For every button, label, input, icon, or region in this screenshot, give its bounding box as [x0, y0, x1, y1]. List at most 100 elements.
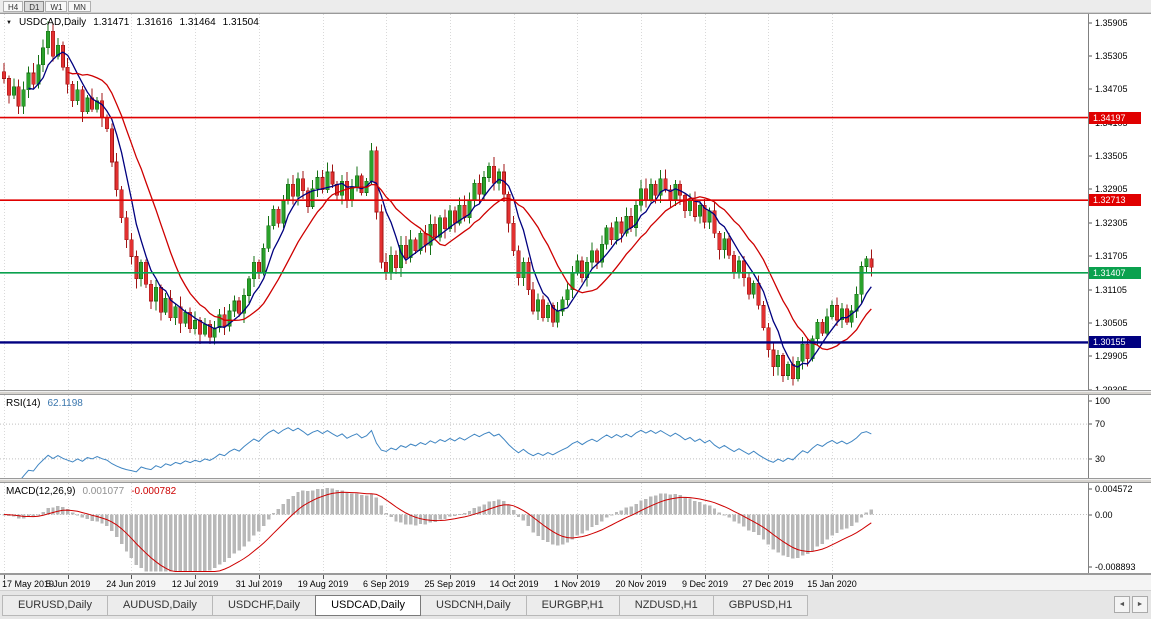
price-axis-tickmark: [1089, 289, 1092, 291]
price-axis-tickmark: [1089, 389, 1092, 390]
rsi-panel[interactable]: RSI(14) 62.1198 100 70 30: [0, 394, 1151, 479]
price-axis-tickmark: [1089, 355, 1092, 357]
rsi-axis[interactable]: 100 70 30: [1088, 395, 1151, 478]
quote-close: 1.31504: [222, 17, 259, 28]
time-axis-tickmark: [768, 575, 769, 579]
chart-tab-audusd[interactable]: AUDUSD,Daily: [106, 595, 213, 616]
macd-title: MACD(12,26,9) 0.001077 -0.000782: [6, 486, 176, 497]
rsi-axis-label: 70: [1095, 419, 1106, 430]
chart-tabs: EURUSD,Daily AUDUSD,Daily USDCHF,Daily USDC…: [2, 595, 809, 616]
rsi-axis-tickmark: [1089, 458, 1092, 460]
quote-open: 1.31471: [93, 17, 130, 28]
chart-symbol-label: USDCAD,Daily: [18, 17, 87, 28]
tab-scroll-controls: ◄ ►: [1114, 596, 1148, 613]
rsi-line: [21, 427, 872, 478]
macd-axis-label: 0.004572: [1095, 484, 1133, 494]
time-axis-tickmark: [4, 575, 5, 579]
time-axis-tickmark: [577, 575, 578, 579]
rsi-axis-tickmark: [1089, 400, 1092, 402]
price-axis-label: 1.33505: [1095, 151, 1128, 162]
period-button-w1[interactable]: W1: [45, 0, 68, 12]
macd-axis-label: 0.00: [1095, 509, 1113, 520]
price-axis-label: 1.32305: [1095, 217, 1128, 228]
price-axis-label: 1.29305: [1095, 384, 1128, 391]
time-axis-label: 19 Aug 2019: [297, 579, 349, 589]
price-axis-label: 1.31105: [1095, 284, 1127, 295]
quote-low: 1.31464: [179, 17, 216, 28]
time-axis-tickmark: [832, 575, 833, 579]
period-button-mn[interactable]: MN: [68, 0, 91, 12]
time-axis-label: 9 Dec 2019: [681, 579, 729, 589]
chart-tab-usdchf[interactable]: USDCHF,Daily: [211, 595, 317, 616]
time-axis-label: 20 Nov 2019: [615, 579, 667, 589]
price-line-badge: 1.32713: [1089, 194, 1141, 207]
grid-lines: [4, 14, 833, 390]
panel-splitter[interactable]: [0, 479, 1151, 482]
rsi-indicator-label: RSI(14): [6, 398, 41, 409]
price-axis-label: 1.32905: [1095, 184, 1128, 195]
time-axis[interactable]: 17 May 2019 5 Jun 2019 24 Jun 2019 12 Jul 2…: [0, 574, 1151, 591]
panel-splitter[interactable]: [0, 391, 1151, 394]
macd-axis-tickmark: [1089, 566, 1092, 568]
chart-title: ▼ USDCAD,Daily 1.31471 1.31616 1.31464 1…: [6, 17, 259, 28]
price-axis-tickmark: [1089, 155, 1092, 157]
rsi-axis-label: 30: [1095, 453, 1106, 464]
time-axis-tickmark: [641, 575, 642, 579]
price-line-badge: 1.31407: [1089, 266, 1141, 279]
time-axis-label: 24 Jun 2019: [106, 579, 156, 589]
rsi-title: RSI(14) 62.1198: [6, 398, 83, 409]
time-axis-label: 1 Nov 2019: [553, 579, 601, 589]
chart-tab-gbpusd[interactable]: GBPUSD,H1: [712, 595, 809, 616]
chart-tab-usdcad[interactable]: USDCAD,Daily: [315, 595, 422, 616]
price-axis[interactable]: 1.359051.353051.347051.341051.335051.329…: [1088, 14, 1151, 390]
price-axis-label: 1.30505: [1095, 317, 1128, 328]
period-button-d1[interactable]: D1: [24, 0, 45, 12]
macd-axis[interactable]: 0.004572 0.00 -0.008893: [1088, 483, 1151, 573]
scroll-left-icon: ◄: [1118, 601, 1126, 608]
time-axis-label: 14 Oct 2019: [489, 579, 539, 589]
rsi-axis-label: 100: [1095, 396, 1111, 406]
macd-axis-label: -0.008893: [1095, 562, 1136, 572]
macd-panel[interactable]: MACD(12,26,9) 0.001077 -0.000782 0.00457…: [0, 482, 1151, 574]
time-axis-tickmark: [323, 575, 324, 579]
price-axis-label: 1.35905: [1095, 17, 1128, 28]
time-axis-tickmark: [259, 575, 260, 579]
macd-indicator-label: MACD(12,26,9): [6, 486, 76, 497]
price-axis-tickmark: [1089, 55, 1092, 57]
tab-scroll-left-button[interactable]: ◄: [1114, 596, 1130, 613]
chart-tab-nzdusd[interactable]: NZDUSD,H1: [618, 595, 714, 616]
price-axis-tickmark: [1089, 22, 1092, 24]
price-axis-tickmark: [1089, 255, 1092, 257]
ma-fast-line: [28, 51, 872, 368]
macd-main-value: 0.001077: [82, 486, 125, 497]
tab-scroll-right-button[interactable]: ►: [1132, 596, 1148, 613]
price-axis-tickmark: [1089, 88, 1092, 90]
price-chart-canvas[interactable]: [0, 14, 1088, 390]
time-axis-tickmark: [195, 575, 196, 579]
time-axis-label: 15 Jan 2020: [807, 579, 857, 589]
time-axis-label: 27 Dec 2019: [742, 579, 794, 589]
time-axis-label: 25 Sep 2019: [424, 579, 476, 589]
period-button-h4[interactable]: H4: [3, 0, 24, 12]
chart-tab-eurgbp[interactable]: EURGBP,H1: [525, 595, 620, 616]
chart-tab-bar: EURUSD,Daily AUDUSD,Daily USDCHF,Daily USDC…: [0, 591, 1151, 619]
price-axis-label: 1.35305: [1095, 50, 1128, 61]
time-axis-label: 31 Jul 2019: [235, 579, 283, 589]
main-chart-panel[interactable]: ▼ USDCAD,Daily 1.31471 1.31616 1.31464 1…: [0, 13, 1151, 391]
one-click-trading-arrow-icon[interactable]: ▼: [6, 19, 12, 26]
period-toolbar: H4 D1 W1 MN: [0, 0, 1151, 13]
price-axis-label: 1.34705: [1095, 84, 1128, 95]
macd-chart-canvas[interactable]: [0, 483, 1088, 573]
price-axis-label: 1.29905: [1095, 351, 1128, 362]
chart-tab-eurusd[interactable]: EURUSD,Daily: [2, 595, 108, 616]
time-axis-tickmark: [514, 575, 515, 579]
time-axis-tickmark: [131, 575, 132, 579]
scroll-right-icon: ►: [1136, 601, 1144, 608]
rsi-chart-canvas[interactable]: [0, 395, 1088, 478]
rsi-axis-tickmark: [1089, 423, 1092, 425]
chart-tab-usdcnh[interactable]: USDCNH,Daily: [420, 595, 527, 616]
time-axis-tickmark: [386, 575, 387, 579]
time-axis-label: 5 Jun 2019: [45, 579, 91, 589]
time-axis-tickmark: [68, 575, 69, 579]
